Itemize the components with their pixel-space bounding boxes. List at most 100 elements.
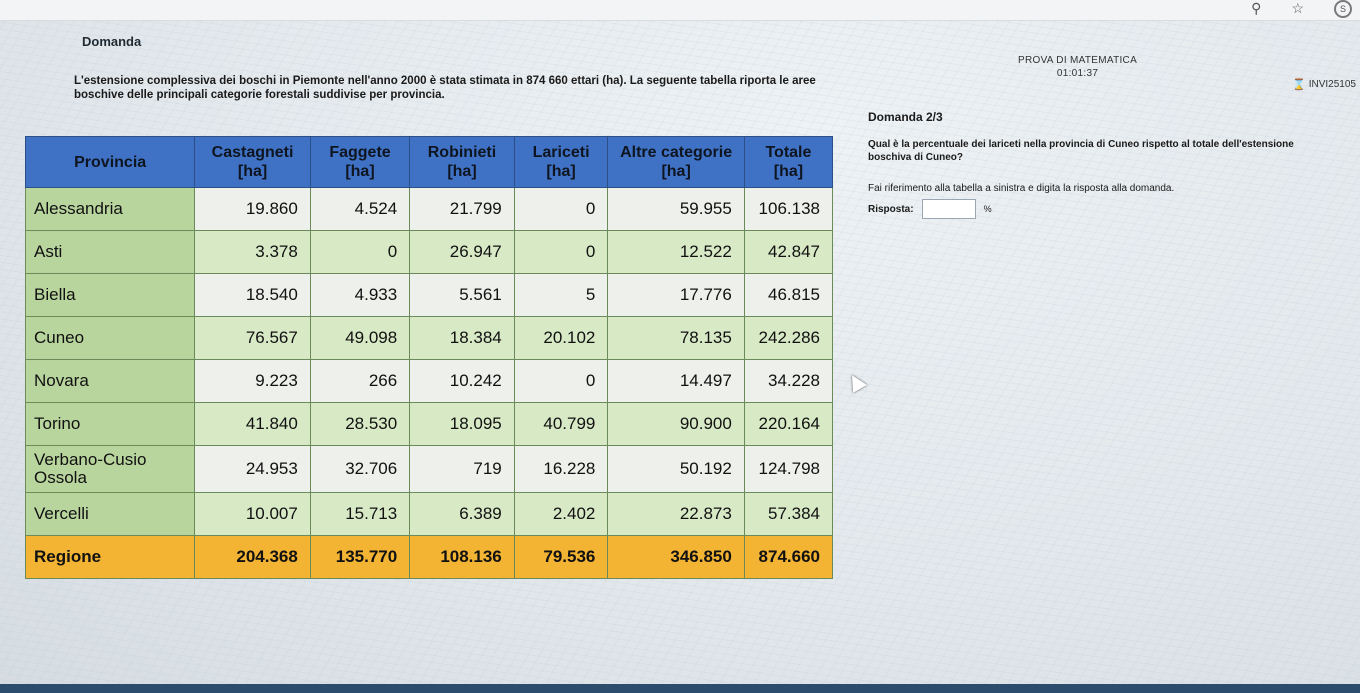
browser-toolbar: ⚲ ☆ S xyxy=(0,0,1360,21)
table-cell: 4.933 xyxy=(309,273,411,317)
question-hint: Fai riferimento alla tabella a sinistra … xyxy=(868,183,1175,194)
column-header: Robinieti [ha] xyxy=(409,136,515,188)
table-cell: 50.192 xyxy=(607,445,745,493)
table-cell: 90.900 xyxy=(607,402,745,446)
table-cell: 46.815 xyxy=(743,273,834,317)
table-cell: 34.228 xyxy=(743,359,834,403)
table-cell: 266 xyxy=(309,359,411,403)
forest-table: Provincia Castagneti [ha] Faggete [ha] R… xyxy=(24,136,834,579)
region-label: Regione xyxy=(24,535,196,579)
table-cell: 106.138 xyxy=(743,187,834,231)
percent-unit: % xyxy=(983,204,992,214)
student-code: INVI25105 xyxy=(1308,79,1356,90)
table-cell: 14.497 xyxy=(607,359,745,403)
table-cell: 18.095 xyxy=(409,402,515,446)
exam-info: PROVA DI MATEMATICA 01:01:37 xyxy=(1018,54,1137,80)
total-cell: 346.850 xyxy=(607,535,745,579)
total-cell: 135.770 xyxy=(309,535,411,579)
table-cell: 32.706 xyxy=(309,445,411,493)
table-cell: 17.776 xyxy=(607,273,745,317)
table-cell: 49.098 xyxy=(309,316,411,360)
table-cell: 3.378 xyxy=(194,230,311,274)
table-row: Alessandria 19.860 4.524 21.799 0 59.955… xyxy=(24,187,834,231)
total-cell: 874.660 xyxy=(743,535,834,579)
province-cell: Biella xyxy=(24,273,196,317)
province-cell: Asti xyxy=(24,230,196,274)
total-cell: 204.368 xyxy=(194,535,311,579)
table-cell: 57.384 xyxy=(743,492,834,536)
profile-icon[interactable]: S xyxy=(1334,0,1352,18)
table-row: Vercelli 10.007 15.713 6.389 2.402 22.87… xyxy=(24,492,834,536)
table-cell: 4.524 xyxy=(309,187,411,231)
total-row: Regione 204.368 135.770 108.136 79.536 3… xyxy=(24,535,834,579)
table-cell: 26.947 xyxy=(409,230,515,274)
table-cell: 18.540 xyxy=(194,273,311,317)
table-header-row: Provincia Castagneti [ha] Faggete [ha] R… xyxy=(24,136,834,188)
province-cell: Vercelli xyxy=(24,492,196,536)
column-header: Provincia xyxy=(24,136,196,188)
student-badge: ⌛ INVI25105 xyxy=(1292,78,1356,91)
table-cell: 2.402 xyxy=(513,492,609,536)
table-cell: 10.242 xyxy=(409,359,515,403)
table-cell: 5 xyxy=(513,273,609,317)
table-cell: 0 xyxy=(513,187,609,231)
question-text: Qual è la percentuale dei lariceti nella… xyxy=(868,139,1294,163)
table-cell: 41.840 xyxy=(194,402,311,446)
column-header: Altre categorie [ha] xyxy=(607,136,745,188)
table-row: Cuneo 76.567 49.098 18.384 20.102 78.135… xyxy=(24,316,834,360)
table-cell: 0 xyxy=(513,359,609,403)
table-cell: 21.799 xyxy=(409,187,515,231)
intro-text: L'estensione complessiva dei boschi in P… xyxy=(74,75,816,101)
table-cell: 719 xyxy=(409,445,515,493)
table-cell: 0 xyxy=(513,230,609,274)
table-cell: 242.286 xyxy=(743,316,834,360)
table-cell: 124.798 xyxy=(743,445,834,493)
table-cell: 0 xyxy=(309,230,411,274)
province-cell: Novara xyxy=(24,359,196,403)
table-cell: 78.135 xyxy=(607,316,745,360)
exam-title: PROVA DI MATEMATICA xyxy=(1018,55,1138,66)
data-table: Provincia Castagneti [ha] Faggete [ha] R… xyxy=(24,136,834,579)
table-cell: 220.164 xyxy=(743,402,834,446)
table-cell: 40.799 xyxy=(513,402,609,446)
answer-input[interactable] xyxy=(921,199,976,219)
exam-timer: 01:01:37 xyxy=(1056,68,1099,79)
search-icon[interactable]: ⚲ xyxy=(1251,0,1262,16)
table-cell: 12.522 xyxy=(607,230,745,274)
table-cell: 5.561 xyxy=(409,273,515,317)
province-cell: Verbano-Cusio Ossola xyxy=(24,445,196,493)
table-row: Novara 9.223 266 10.242 0 14.497 34.228 xyxy=(24,359,834,403)
table-row: Torino 41.840 28.530 18.095 40.799 90.90… xyxy=(24,402,834,446)
province-cell: Alessandria xyxy=(24,187,196,231)
question-number: Domanda 2/3 xyxy=(868,110,943,124)
table-cell: 18.384 xyxy=(409,316,515,360)
star-icon[interactable]: ☆ xyxy=(1291,0,1304,16)
table-cell: 6.389 xyxy=(409,492,515,536)
table-cell: 76.567 xyxy=(194,316,311,360)
province-cell: Torino xyxy=(24,402,196,446)
table-row: Asti 3.378 0 26.947 0 12.522 42.847 xyxy=(24,230,834,274)
table-cell: 9.223 xyxy=(194,359,311,403)
column-header: Faggete [ha] xyxy=(309,136,411,188)
answer-row: Risposta: % xyxy=(868,199,1338,219)
table-cell: 28.530 xyxy=(309,402,411,446)
table-cell: 42.847 xyxy=(743,230,834,274)
table-row: Biella 18.540 4.933 5.561 5 17.776 46.81… xyxy=(24,273,834,317)
browser-icons: ⚲ ☆ S xyxy=(1251,0,1352,18)
table-cell: 59.955 xyxy=(607,187,745,231)
table-cell: 16.228 xyxy=(513,445,609,493)
table-cell: 20.102 xyxy=(513,316,609,360)
column-header: Totale [ha] xyxy=(743,136,834,188)
table-cell: 24.953 xyxy=(194,445,311,493)
hourglass-icon: ⌛ xyxy=(1292,79,1306,91)
section-label: Domanda xyxy=(82,34,142,49)
column-header: Lariceti [ha] xyxy=(513,136,609,188)
table-cell: 22.873 xyxy=(607,492,745,536)
total-cell: 108.136 xyxy=(409,535,515,579)
question-panel: Domanda 2/3 Qual è la percentuale dei la… xyxy=(868,110,1338,219)
total-cell: 79.536 xyxy=(513,535,609,579)
table-cell: 19.860 xyxy=(194,187,311,231)
table-row: Verbano-Cusio Ossola 24.953 32.706 719 1… xyxy=(24,445,834,493)
table-cell: 10.007 xyxy=(194,492,311,536)
answer-label: Risposta: xyxy=(868,203,914,215)
